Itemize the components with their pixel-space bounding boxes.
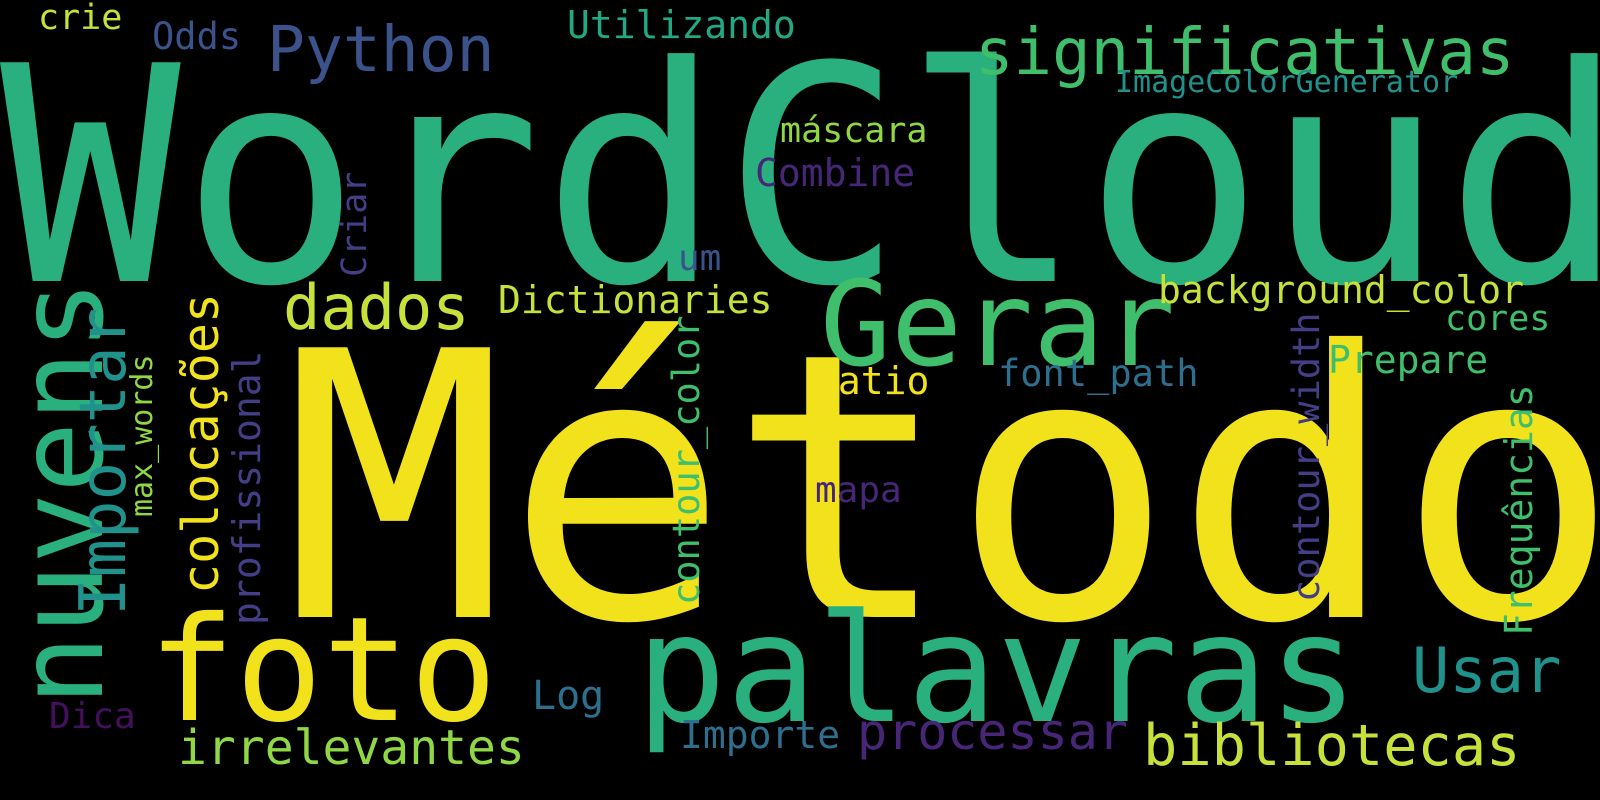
- word-prepare: Prepare: [1328, 338, 1489, 382]
- word-significativas: significativas: [975, 16, 1515, 90]
- word-processar: processar: [857, 703, 1128, 761]
- word-wordcloud: WordCloud: [0, 3, 1600, 352]
- word-odds: Odds: [152, 15, 242, 58]
- word-irrelevantes: irrelevantes: [178, 720, 525, 776]
- word-foto: foto: [148, 586, 498, 755]
- word-imagecolorgenerator: ImageColorGenerator: [1115, 65, 1459, 100]
- word-usar: Usar: [1412, 634, 1562, 707]
- word-colocacoes: colocações: [172, 292, 230, 594]
- word-log: Log: [532, 673, 605, 719]
- word-gerar: Gerar: [820, 255, 1176, 393]
- word-font-path: font_path: [998, 352, 1199, 395]
- word-ratio: Ratio: [815, 359, 930, 403]
- word-dictionaries: Dictionaries: [498, 278, 773, 322]
- word-bibliotecas: bibliotecas: [1143, 713, 1521, 779]
- word-crie: crie: [38, 0, 123, 38]
- word-mapa: mapa: [815, 470, 902, 511]
- word-contour-color: contour_color: [665, 315, 708, 605]
- word-contour-width: contour_width: [1285, 312, 1328, 602]
- word-background-color: background_color: [1158, 268, 1525, 312]
- word-palavras: palavras: [636, 583, 1359, 757]
- word-python: Python: [267, 13, 495, 86]
- word-dica: Dica: [49, 696, 136, 737]
- word-metodo: Método: [283, 275, 1600, 705]
- word-cores: cores: [1445, 299, 1551, 339]
- word-mascara: máscara: [780, 111, 928, 151]
- word-dados: dados: [283, 271, 470, 344]
- word-utilizando: Utilizando: [567, 3, 796, 47]
- word-frequencias: Frequências: [1497, 384, 1541, 636]
- word-profissional: profissional: [225, 350, 269, 625]
- word-importe: Importe: [680, 713, 841, 757]
- word-max-words: max_words: [125, 354, 160, 517]
- word-combine: Combine: [755, 151, 916, 195]
- word-criar: Criar: [335, 171, 375, 277]
- word-um: um: [678, 238, 722, 279]
